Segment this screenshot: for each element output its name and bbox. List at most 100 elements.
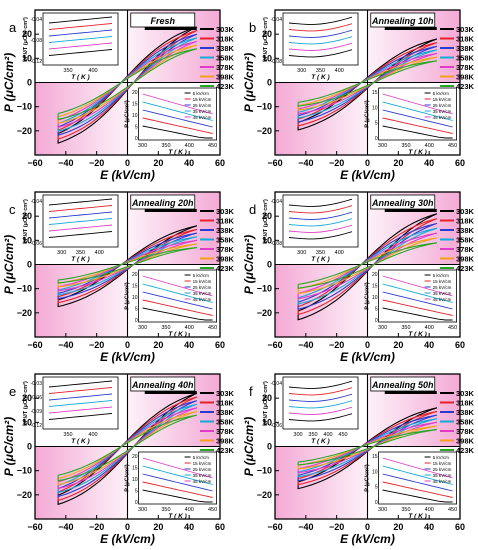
legend-entry: 358K (456, 54, 475, 63)
inset-right-x-tick: 400 (425, 143, 434, 149)
legend-entry: 423K (456, 82, 475, 91)
inset-right-y-tick: 15 (132, 102, 138, 108)
legend-entry: 423K (216, 264, 235, 273)
inset-right-legend-entry: 45 kV/cm (193, 115, 212, 120)
inset-right-legend-entry: 35 kV/cm (193, 109, 212, 114)
y-tick-label: 20 (22, 393, 32, 403)
panel-letter: e (9, 384, 16, 399)
inset-left-xlabel: T ( K ) (311, 438, 329, 445)
y-tick-label: 20 (262, 393, 272, 403)
legend-entry: 423K (456, 446, 475, 455)
y-tick-label: −10 (17, 102, 32, 112)
inset-left-frame (282, 194, 359, 248)
inset-left-line (48, 42, 113, 50)
loop-series-423K (57, 48, 198, 121)
inset-left-y-tick: -0.03 (31, 381, 43, 387)
inset-left-line (48, 49, 113, 56)
inset-right-y-tick: 5 (375, 485, 378, 491)
inset-left-line (48, 413, 113, 420)
inset-left-y-tick: -0.06 (31, 395, 43, 401)
loop-series-358K (57, 236, 198, 296)
inset-right-line (142, 489, 213, 503)
inset-right-legend-entry: 25 kV/cm (433, 285, 452, 290)
inset-right-line (382, 117, 453, 134)
legend-entry: 318K (216, 399, 235, 408)
y-tick-label: 0 (267, 442, 272, 452)
inset-right-legend-entry: 15 kV/cm (193, 461, 212, 466)
inset-right-line (382, 275, 453, 297)
inset-right-line (142, 93, 213, 115)
inset-left-line (48, 224, 113, 232)
legend-entry: 303K (456, 207, 475, 216)
label-box (130, 376, 196, 392)
legend-entry: 303K (216, 207, 235, 216)
panel-label: Annealing 30h (371, 198, 434, 208)
x-tick-label: 60 (215, 522, 225, 532)
inset-right-x-tick: 300 (378, 507, 387, 513)
inset-right-legend-entry: 45 kV/cm (193, 479, 212, 484)
y-tick-label: 20 (22, 211, 32, 221)
inset-right-line (142, 109, 213, 128)
label-bar (384, 27, 437, 30)
inset-right-x-tick: 400 (425, 325, 434, 331)
x-tick-label: 0 (365, 340, 370, 350)
inset-right-x-tick: 350 (161, 325, 170, 331)
y-tick-label: −20 (17, 308, 32, 318)
x-tick-label: −40 (298, 158, 313, 168)
inset-right-y-tick: 15 (132, 466, 138, 472)
inset-right-y-tick: 0 (375, 136, 378, 142)
loop-series-318K (297, 218, 438, 316)
y-axis-label: P (μC/cm²) (2, 235, 16, 294)
inset-left-y-tick: -0.04 (31, 17, 43, 23)
inset-right-y-tick: 20 (132, 90, 138, 96)
panel-letter: c (9, 202, 16, 217)
x-tick-label: −40 (58, 340, 73, 350)
inset-right-x-tick: 400 (185, 325, 194, 331)
loop-series-378K (57, 239, 198, 292)
inset-right-y-tick: 10 (372, 469, 378, 475)
inset-left-xlabel: T ( K ) (71, 74, 89, 81)
y-tick-label: 10 (22, 417, 32, 427)
inset-left-x-tick: 300 (57, 250, 66, 256)
legend-entry: 318K (216, 35, 235, 44)
inset-right-legend-entry: 15 kV/cm (433, 279, 452, 284)
y-tick-label: −20 (17, 490, 32, 500)
legend-entry: 358K (216, 418, 235, 427)
inset-right-legend-entry: 45 kV/cm (433, 297, 452, 302)
inset-right-x-tick: 350 (401, 325, 410, 331)
legend-entry: 398K (456, 437, 475, 446)
inset-right-legend-entry: 25 kV/cm (433, 103, 452, 108)
label-box (370, 376, 436, 392)
x-tick-label: −40 (298, 340, 313, 350)
label-bar (144, 209, 197, 212)
inset-right-ylabel: P (μC/cm²) (124, 282, 131, 310)
label-box (370, 12, 436, 28)
inset-right-line (142, 275, 213, 297)
inset-right-x-tick: 450 (448, 325, 457, 331)
inset-left-line (288, 413, 353, 422)
loop-series-398K (297, 425, 437, 470)
inset-right-line (382, 465, 453, 485)
inset-right-x-tick: 350 (401, 143, 410, 149)
loop-series-338K (57, 33, 198, 136)
inset-right-line (142, 481, 213, 498)
inset-right-line (382, 101, 453, 121)
x-tick-label: 0 (125, 522, 130, 532)
x-tick-label: 40 (424, 522, 434, 532)
inset-left-ylabel: ∂P/∂T (μC/K·cm²) (262, 199, 269, 243)
inset-right-line (142, 457, 213, 479)
inset-right-legend-entry: 25 kV/cm (193, 467, 212, 472)
inset-left-y-tick: -0.04 (31, 199, 43, 205)
loop-series-423K (297, 429, 437, 466)
inset-right-line (142, 465, 213, 485)
inset-left-line (288, 387, 353, 396)
x-tick-label: −20 (89, 340, 104, 350)
loop-series-358K (297, 418, 438, 478)
inset-right-legend-entry: 15 kV/cm (193, 97, 212, 102)
legend-entry: 398K (216, 437, 235, 446)
inset-left-x-tick: 400 (335, 68, 344, 74)
inset-left-line (48, 218, 113, 225)
x-tick-label: 20 (393, 340, 403, 350)
